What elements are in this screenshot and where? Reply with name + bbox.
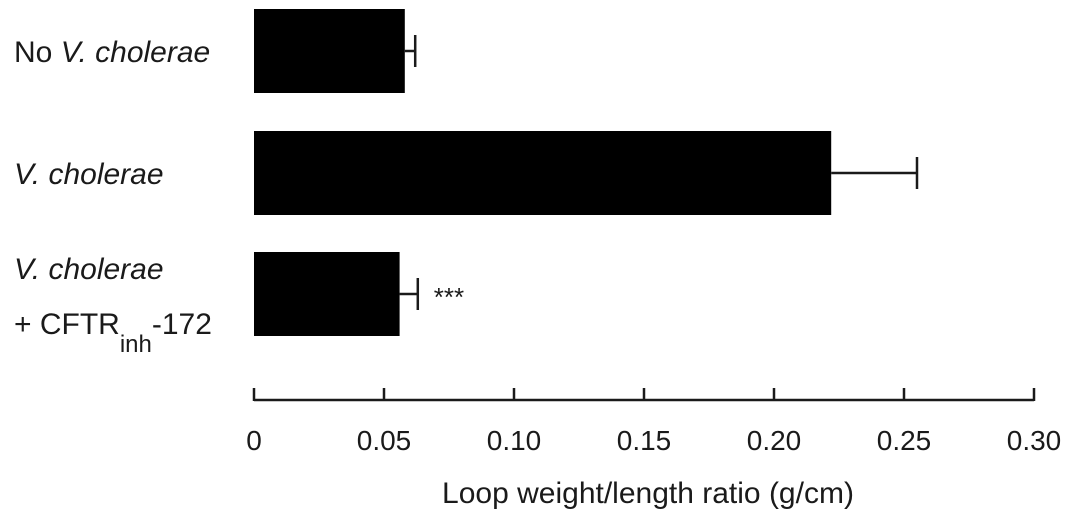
x-tick-label-5: 0.25 xyxy=(877,425,932,456)
x-tick-label-2: 0.10 xyxy=(487,425,542,456)
x-tick-label-6: 0.30 xyxy=(1007,425,1062,456)
significance-label: *** xyxy=(434,282,464,312)
category-labels: No V. cholerae V. cholerae V. cholerae + CF… xyxy=(14,36,212,358)
category-label-1: V. cholerae xyxy=(14,158,164,191)
x-tick-label-3: 0.15 xyxy=(617,425,672,456)
category-label-2-line2: + CFTRinh-172 xyxy=(14,308,212,358)
error-bar-2 xyxy=(399,278,420,310)
bars-layer: *** xyxy=(254,9,919,336)
bar-1 xyxy=(254,131,832,215)
bar-2 xyxy=(254,252,400,336)
x-axis: 0 0.05 0.10 0.15 0.20 0.25 0.30 xyxy=(246,388,1061,456)
x-axis-label: Loop weight/length ratio (g/cm) xyxy=(442,477,854,510)
x-tick-label-1: 0.05 xyxy=(357,425,412,456)
error-bar-1 xyxy=(831,157,919,189)
x-tick-label-4: 0.20 xyxy=(747,425,802,456)
bar-0 xyxy=(254,9,405,93)
x-tick-label-0: 0 xyxy=(246,425,262,456)
error-bar-0 xyxy=(404,35,417,67)
category-label-0: No V. cholerae xyxy=(14,36,210,69)
category-label-2: V. cholerae xyxy=(14,253,164,286)
